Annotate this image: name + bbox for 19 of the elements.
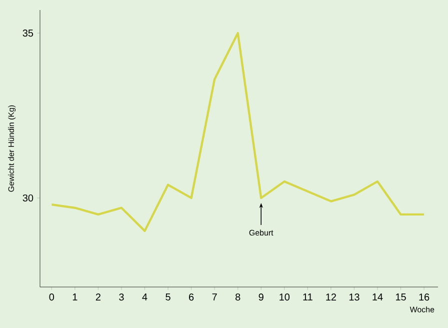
- x-tick-label: 15: [396, 294, 406, 300]
- y-tick-label: 35: [22, 30, 34, 37]
- x-tick-label: 2: [96, 294, 100, 300]
- x-tick-label: 14: [372, 294, 383, 300]
- x-tick-label: 3: [119, 294, 124, 301]
- y-tick-label: 30: [22, 194, 34, 202]
- x-tick-label: 1: [72, 294, 78, 300]
- x-tick-label: 6: [189, 294, 194, 301]
- x-tick-label: 12: [326, 294, 336, 300]
- x-tick-label: 8: [236, 294, 240, 301]
- x-tick-label: 7: [212, 294, 217, 300]
- x-tick-label: 13: [349, 294, 360, 301]
- x-tick-label: 10: [280, 294, 290, 301]
- x-tick-label: 11: [303, 294, 312, 300]
- x-tick-label: 4: [142, 294, 148, 300]
- x-tick-label: 9: [258, 294, 264, 301]
- x-tick-label: 16: [419, 294, 430, 301]
- x-tick-label: 5: [166, 294, 170, 300]
- x-tick-label: 0: [49, 294, 54, 301]
